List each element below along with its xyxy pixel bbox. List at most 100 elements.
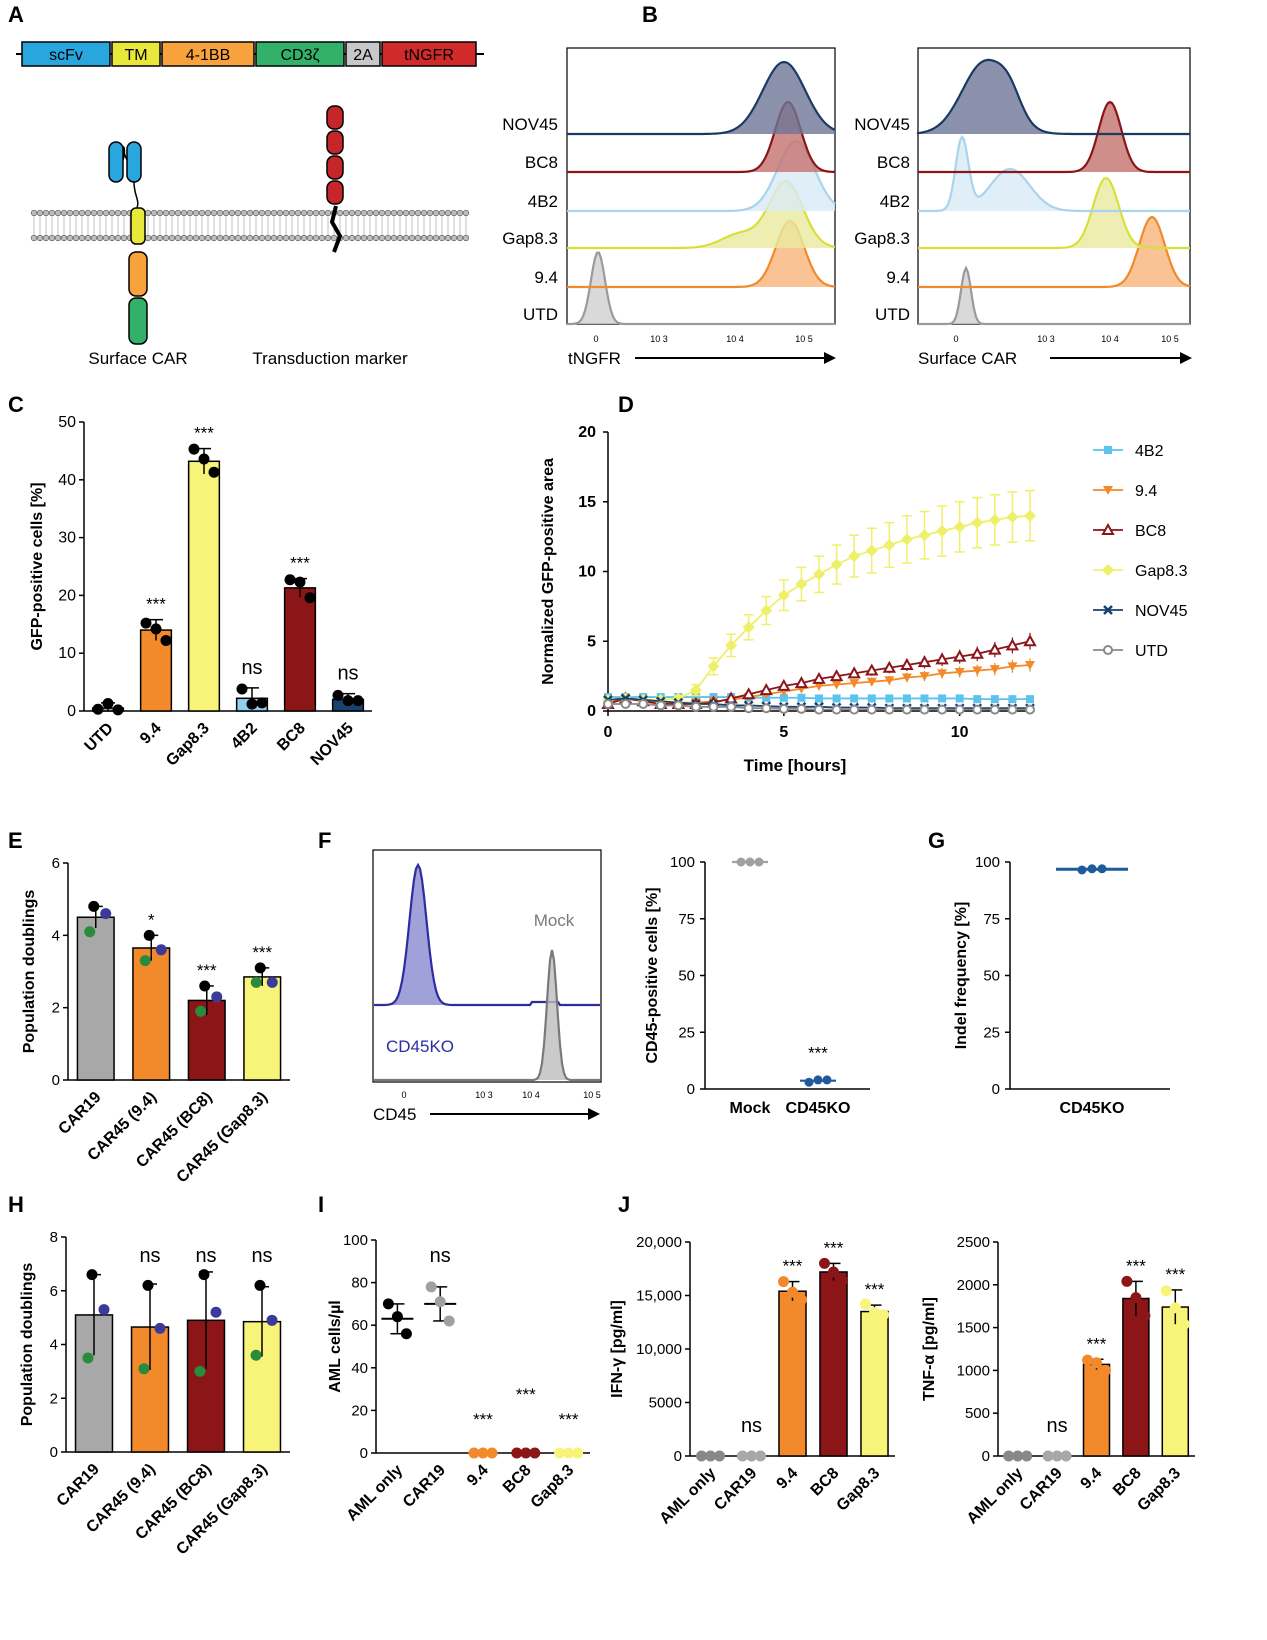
lipid-head [192, 209, 200, 217]
sample-label: BC8 [525, 153, 558, 172]
histogram-line [374, 949, 600, 1082]
bar [76, 916, 115, 1081]
marker-circle-open [655, 700, 666, 711]
data-point [754, 857, 764, 867]
flow-tick-label: 10 5 [1161, 334, 1179, 344]
lipid-head [156, 209, 164, 217]
x-tick-label: Gap8.3 [834, 1465, 884, 1515]
lipid-head [246, 209, 254, 217]
x-tick-label: CAR19 [1017, 1465, 1066, 1514]
y-tick-label: 20,000 [636, 1234, 682, 1251]
marker-circle-open [954, 704, 965, 715]
histogram-line [374, 862, 600, 1007]
data-point [1178, 1318, 1190, 1330]
car-scfv-vh [108, 141, 124, 183]
marker-triangle [937, 669, 948, 679]
lipid-head [96, 234, 104, 242]
x-tick-label: CAR19 [55, 1089, 104, 1138]
lipid-head [90, 234, 98, 242]
panel-a: scFv TM 4-1BB CD3ζ 2A tNGFR Surface CAR Transdu… [16, 41, 484, 368]
x-tick-label: 5 [779, 724, 788, 741]
data-point [822, 1075, 832, 1085]
sample-label: UTD [875, 305, 910, 324]
lipid-head [300, 209, 308, 217]
lipid-head [168, 234, 176, 242]
lipid-head [78, 234, 86, 242]
data-point [84, 926, 96, 938]
lipid-head [36, 234, 44, 242]
data-point [878, 1309, 889, 1321]
lipid-head [180, 209, 188, 217]
y-tick-label: 80 [351, 1275, 368, 1292]
construct-block [345, 41, 381, 67]
y-axis-label: Population doublings [21, 890, 38, 1054]
label-surface-car: Surface CAR [88, 349, 187, 368]
flow-histogram-line [918, 265, 1190, 326]
data-point [208, 466, 220, 478]
marker-square [973, 695, 982, 704]
lipid-head [240, 234, 248, 242]
lipid-head [318, 209, 326, 217]
lipid-head [228, 209, 236, 217]
lipid-head [258, 209, 266, 217]
marker-circle-open [603, 699, 613, 710]
marker-square [938, 694, 947, 703]
bar [1122, 1297, 1150, 1457]
y-axis-label: CD45-positive cells [%] [644, 887, 661, 1063]
lipid-head [258, 234, 266, 242]
y-tick-label: 15,000 [636, 1288, 682, 1305]
y-tick-label: 100 [975, 854, 1000, 871]
data-point [1160, 1285, 1172, 1297]
marker-circle-open [919, 704, 930, 715]
data-point [520, 1447, 532, 1459]
lipid-head [114, 209, 122, 217]
bar [187, 460, 221, 712]
significance-label: ns [430, 1245, 451, 1267]
panel-letter-F: F [318, 828, 331, 853]
marker-circle-open [989, 704, 1000, 715]
panel-j1: 0 5000 10,000 15,000 20,000 IFN-γ [pg/ml] AML … [609, 1234, 895, 1528]
data-point [778, 1276, 789, 1288]
y-tick-label: 20 [578, 424, 596, 441]
y-tick-label: 0 [52, 1072, 60, 1089]
axis-arrowhead [588, 1108, 600, 1120]
marker-triangle-open [970, 646, 984, 659]
lipid-head [462, 234, 470, 242]
marker-square [850, 694, 859, 703]
y-tick-label: 0 [687, 1081, 695, 1098]
lipid-head [174, 234, 182, 242]
data-point [746, 1450, 757, 1462]
lipid-head [228, 234, 236, 242]
bar [819, 1271, 848, 1457]
y-tick-label: 100 [343, 1232, 368, 1249]
data-point [98, 1304, 110, 1316]
panel-letter-G: G [928, 828, 945, 853]
lipid-head [432, 234, 440, 242]
data-point [150, 623, 162, 635]
construct-block [111, 41, 161, 67]
histogram-fill [374, 950, 600, 1080]
significance-label: ns [241, 657, 262, 679]
marker-square [797, 693, 806, 702]
lipid-head [342, 209, 350, 217]
marker-diamond [953, 520, 966, 533]
bar [1161, 1306, 1190, 1457]
y-tick-label: 1500 [957, 1320, 990, 1337]
panel-j2: 0 500 1000 1500 2000 2500 TNF-α [pg/ml] AML onl… [921, 1234, 1195, 1528]
y-tick-label: 0 [67, 703, 76, 720]
lipid-head [366, 209, 374, 217]
construct-label: 2A [353, 47, 373, 64]
lipid-head [150, 209, 158, 217]
y-axis-label: IFN-γ [pg/ml] [609, 1300, 626, 1398]
y-tick-label: 6 [52, 855, 60, 872]
marker-triangle-open [759, 683, 773, 696]
marker-triangle-open [794, 676, 809, 689]
data-point [804, 1077, 814, 1087]
y-tick-label: 20 [58, 587, 76, 604]
marker-triangle [919, 672, 930, 682]
marker-triangle-open [988, 642, 1002, 655]
marker-diamond [918, 529, 931, 542]
construct-block [21, 41, 111, 67]
flow-tick-label: 10 5 [795, 334, 813, 344]
